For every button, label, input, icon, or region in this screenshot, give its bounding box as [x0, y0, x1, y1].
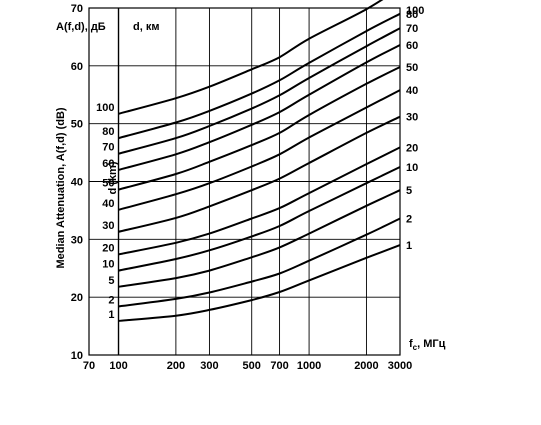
grid-layer	[88, 7, 401, 356]
d-axis-label: d (km)	[107, 161, 119, 194]
label-layer: A(f,d), дБ d, км Median Attenuation, A(f…	[55, 3, 446, 372]
x-axis-label: fc, МГц	[409, 338, 446, 352]
right-distance-label: 70	[406, 23, 418, 35]
series-label-50: 50	[102, 178, 114, 190]
x-tick-label: 3000	[388, 360, 412, 372]
series-label-20: 20	[102, 242, 114, 254]
right-distance-label: 50	[406, 62, 418, 74]
series-line-10	[118, 166, 401, 272]
series-label-30: 30	[102, 220, 114, 232]
series-line-50	[118, 66, 401, 191]
y-tick-label: 10	[71, 350, 83, 362]
y-tick-label: 40	[71, 177, 83, 189]
x-axis-label-sub: c	[413, 343, 418, 352]
x-tick-label: 1000	[297, 360, 321, 372]
right-distance-label: 100	[406, 5, 424, 17]
series-line-100	[118, 0, 384, 115]
series-label-80: 80	[102, 126, 114, 138]
x-tick-label: 300	[200, 360, 218, 372]
x-axis-label-unit: , МГц	[417, 338, 446, 350]
series-line-40	[118, 89, 401, 211]
series-label-10: 10	[102, 259, 114, 271]
series-label-60: 60	[102, 158, 114, 170]
series-label-100: 100	[96, 102, 114, 114]
right-distance-label: 10	[406, 162, 418, 174]
series-line-1	[118, 244, 401, 322]
y-tick-label: 30	[71, 234, 83, 246]
series-line-2	[118, 217, 401, 308]
series-line-30	[118, 115, 401, 233]
series-label-40: 40	[102, 198, 114, 210]
series-line-60	[118, 44, 401, 171]
series-label-2: 2	[108, 294, 114, 306]
right-distance-label: 1	[406, 240, 412, 252]
right-distance-label: 30	[406, 112, 418, 124]
series-line-20	[118, 146, 401, 256]
series-label-70: 70	[102, 142, 114, 154]
series-label-5: 5	[108, 275, 114, 287]
right-distance-label: 2	[406, 214, 412, 226]
x-tick-label: 500	[243, 360, 261, 372]
x-tick-label: 700	[270, 360, 288, 372]
y-tick-label: 60	[71, 61, 83, 73]
y-axis-label: Median Attenuation, A(f,d) (dB)	[55, 107, 67, 268]
header-mid: d, км	[133, 21, 159, 33]
x-tick-label: 2000	[354, 360, 378, 372]
right-distance-label: 20	[406, 142, 418, 154]
y-tick-label: 20	[71, 292, 83, 304]
right-distance-label: 80	[406, 9, 418, 21]
right-distance-label: 60	[406, 40, 418, 52]
x-axis-label-main: f	[409, 338, 413, 350]
header-left: A(f,d), дБ	[56, 21, 106, 33]
x-tick-label: 100	[109, 360, 127, 372]
right-distance-label: 40	[406, 85, 418, 97]
right-distance-label: 5	[406, 185, 412, 197]
x-tick-label: 70	[83, 360, 95, 372]
curve-layer	[118, 0, 401, 322]
series-line-80	[118, 12, 401, 140]
y-tick-label: 50	[71, 119, 83, 131]
series-label-1: 1	[108, 309, 114, 321]
series-line-70	[118, 27, 401, 155]
y-tick-label: 70	[71, 3, 83, 15]
x-tick-label: 200	[167, 360, 185, 372]
series-line-5	[118, 189, 401, 288]
